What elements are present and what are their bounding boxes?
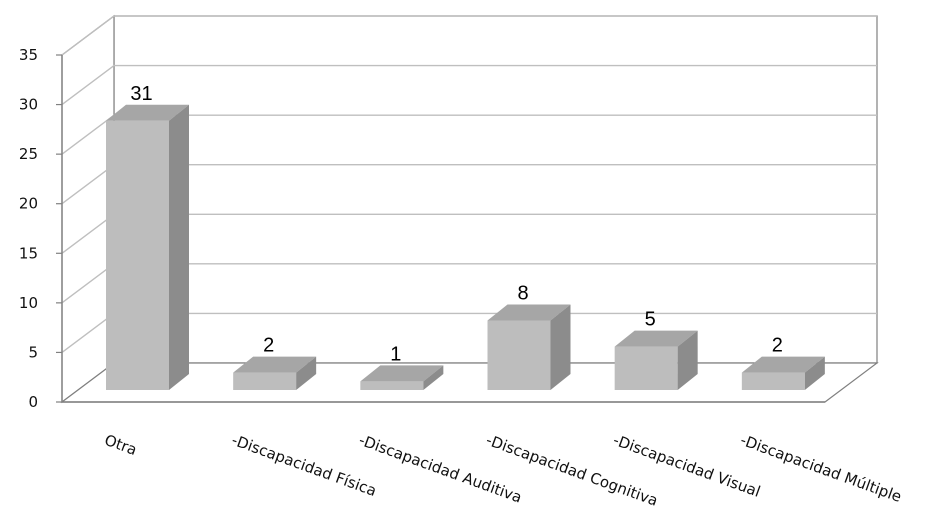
y-tick-label: 30 (19, 96, 38, 114)
data-label: 5 (645, 309, 656, 331)
bar-front (487, 320, 551, 390)
back-wall (113, 15, 878, 364)
bar-front (360, 381, 424, 390)
y-tick-label: 0 (28, 393, 38, 411)
bar-front (106, 120, 169, 391)
data-label: 2 (772, 335, 783, 357)
x-tick-label: -Discapacidad Física (229, 431, 379, 500)
x-axis-ticks: Otra -Discapacidad Física-Discapacidad Au… (102, 431, 904, 510)
y-axis-ticks: 0 5 10 15 20 25 30 35 (19, 46, 62, 411)
bars (106, 104, 825, 391)
data-label: 31 (130, 83, 152, 105)
bar-side (677, 330, 698, 390)
bar-top (487, 304, 571, 321)
gridline-30 (61, 64, 877, 106)
x-tick-label: -Discapacidad Múltiple (738, 431, 904, 506)
y-tick-label: 15 (19, 244, 38, 262)
y-tick-label: 20 (19, 195, 38, 213)
bar-top (106, 104, 189, 121)
bar-side (296, 356, 317, 390)
bar-side (804, 356, 825, 390)
y-tick-label: 25 (19, 145, 38, 163)
data-label: 2 (263, 335, 274, 357)
bar-top (614, 330, 698, 347)
gridline-35 (61, 15, 877, 56)
bar-top (233, 356, 317, 373)
y-tick-label: 35 (19, 46, 38, 64)
y-tick-label: 5 (28, 343, 38, 361)
data-labels: 31 2 1 8 5 2 (130, 83, 783, 366)
y-tick-label: 10 (19, 294, 38, 312)
bar-top (741, 356, 825, 373)
bar-side (423, 365, 444, 390)
axes (61, 55, 825, 403)
x-tick-label: Otra (102, 431, 139, 459)
bar-front (741, 372, 805, 390)
bar-front (614, 346, 678, 390)
bar-top (360, 365, 444, 382)
bar-side (169, 104, 189, 391)
data-label: 1 (390, 343, 401, 365)
data-label: 8 (517, 283, 528, 305)
bar-side (550, 304, 571, 390)
bar-front (233, 372, 297, 390)
